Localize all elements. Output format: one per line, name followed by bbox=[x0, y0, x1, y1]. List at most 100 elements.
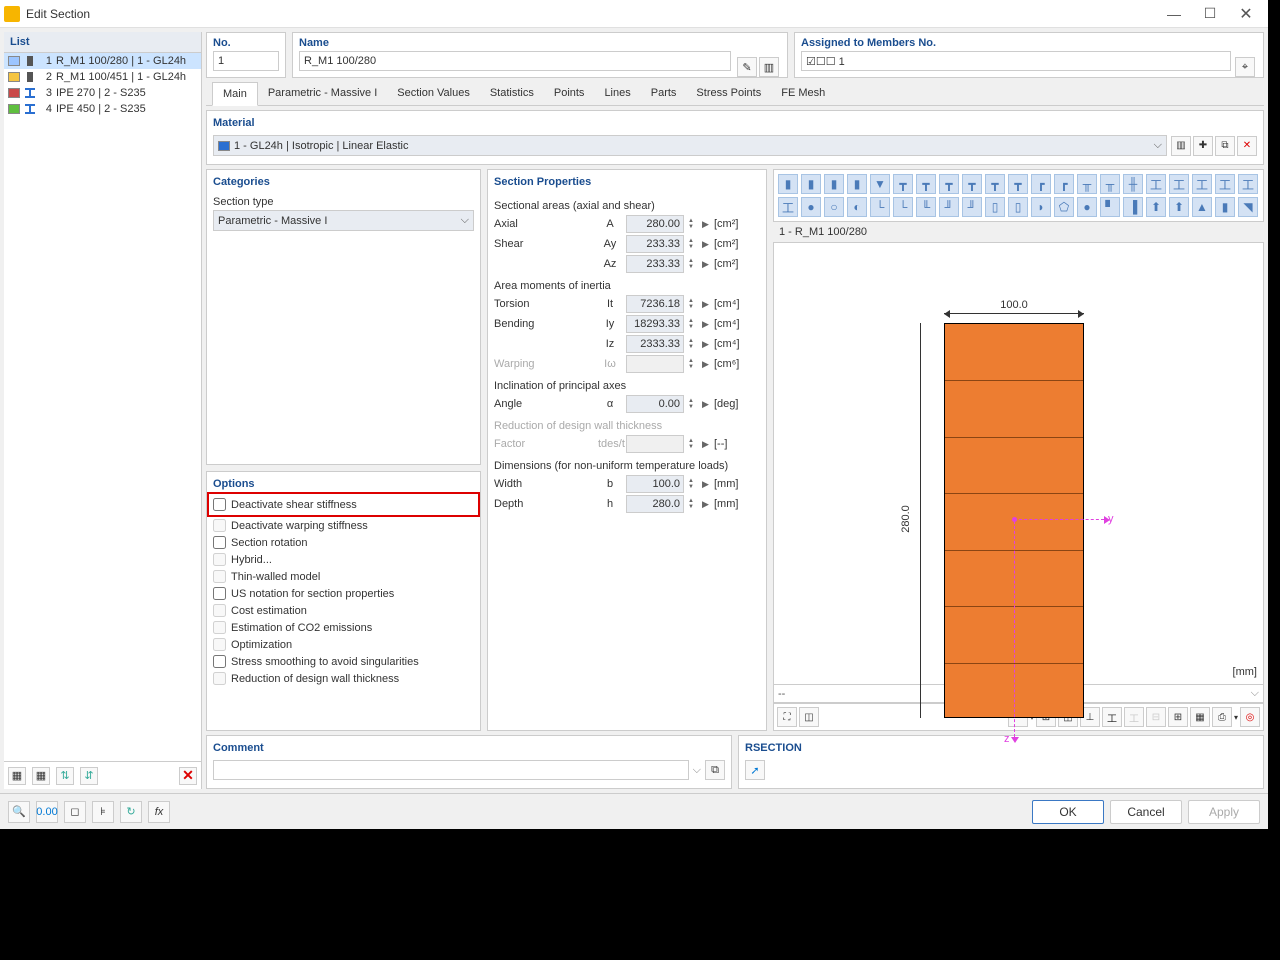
spinner-icon[interactable]: ▲▼ bbox=[688, 318, 698, 330]
option-checkbox[interactable] bbox=[213, 587, 226, 600]
footer-refresh-icon[interactable]: ↻ bbox=[120, 801, 142, 823]
preview-tool-target[interactable]: ◎ bbox=[1240, 707, 1260, 727]
shape-palette-item[interactable]: ▮ bbox=[847, 174, 867, 194]
shape-palette-item[interactable]: ⬆ bbox=[1169, 197, 1189, 217]
section-type-dropdown[interactable]: Parametric - Massive I ⌵ bbox=[213, 210, 474, 231]
sidebar-tool-1[interactable]: ▦ bbox=[8, 767, 26, 785]
spinner-icon[interactable]: ▲▼ bbox=[688, 258, 698, 270]
shape-palette-item[interactable]: ╙ bbox=[916, 197, 936, 217]
spinner-icon[interactable]: ▲▼ bbox=[688, 338, 698, 350]
shape-palette-item[interactable]: ⬠ bbox=[1054, 197, 1074, 217]
no-input[interactable] bbox=[213, 51, 279, 71]
material-dropdown[interactable]: 1 - GL24h | Isotropic | Linear Elastic ⌵ bbox=[213, 135, 1167, 156]
shape-palette-item[interactable]: ▮ bbox=[778, 174, 798, 194]
comment-edit-icon[interactable]: ⧉ bbox=[705, 760, 725, 780]
sidebar-item[interactable]: 4 IPE 450 | 2 - S235 bbox=[4, 101, 201, 117]
option-row[interactable]: Stress smoothing to avoid singularities bbox=[213, 653, 474, 670]
arrow-icon[interactable]: ▶ bbox=[702, 259, 710, 270]
arrow-icon[interactable]: ▶ bbox=[702, 239, 710, 250]
shape-palette-item[interactable]: 工 bbox=[1238, 174, 1258, 194]
shape-palette-item[interactable]: ╫ bbox=[1123, 174, 1143, 194]
sidebar-tool-4[interactable]: ⇵ bbox=[80, 767, 98, 785]
shape-palette-item[interactable]: └ bbox=[870, 197, 890, 217]
prop-value-input[interactable] bbox=[626, 395, 684, 413]
shape-palette-item[interactable]: ┏ bbox=[1031, 174, 1051, 194]
shape-palette-item[interactable]: ▯ bbox=[1008, 197, 1028, 217]
shape-palette-item[interactable]: ▮ bbox=[1215, 197, 1235, 217]
material-copy-icon[interactable]: ⧉ bbox=[1215, 136, 1235, 156]
shape-palette-item[interactable]: ┳ bbox=[893, 174, 913, 194]
spinner-icon[interactable]: ▲▼ bbox=[688, 498, 698, 510]
option-checkbox[interactable] bbox=[213, 655, 226, 668]
shape-palette-item[interactable]: ╜ bbox=[939, 197, 959, 217]
shape-palette-item[interactable]: ▘ bbox=[1100, 197, 1120, 217]
material-new-icon[interactable]: ✚ bbox=[1193, 136, 1213, 156]
footer-tree-icon[interactable]: ⊧ bbox=[92, 801, 114, 823]
tab[interactable]: Main bbox=[212, 82, 258, 106]
preview-tool-2[interactable]: ◫ bbox=[799, 707, 819, 727]
shape-palette-item[interactable]: ▮ bbox=[801, 174, 821, 194]
footer-view-icon[interactable]: ◻ bbox=[64, 801, 86, 823]
members-input[interactable] bbox=[801, 51, 1231, 71]
option-row[interactable]: US notation for section properties bbox=[213, 585, 474, 602]
preview-tool-11[interactable]: ▦ bbox=[1190, 707, 1210, 727]
arrow-icon[interactable]: ▶ bbox=[702, 319, 710, 330]
shape-palette-item[interactable]: ┳ bbox=[939, 174, 959, 194]
shape-palette-item[interactable]: ┳ bbox=[962, 174, 982, 194]
tab[interactable]: Section Values bbox=[387, 82, 480, 105]
shape-palette-item[interactable]: ┳ bbox=[916, 174, 936, 194]
material-lib-icon[interactable]: ▥ bbox=[1171, 136, 1191, 156]
chevron-down-icon[interactable]: ⌵ bbox=[1251, 687, 1259, 700]
prop-value-input[interactable] bbox=[626, 215, 684, 233]
arrow-icon[interactable]: ▶ bbox=[702, 479, 710, 490]
shape-palette-item[interactable]: 工 bbox=[1169, 174, 1189, 194]
shape-palette-item[interactable]: 工 bbox=[1192, 174, 1212, 194]
tab[interactable]: FE Mesh bbox=[771, 82, 835, 105]
sidebar-tool-2[interactable]: ▦ bbox=[32, 767, 50, 785]
shape-palette-item[interactable]: ▲ bbox=[1192, 197, 1212, 217]
tab[interactable]: Parametric - Massive I bbox=[258, 82, 387, 105]
sidebar-delete-button[interactable]: ✕ bbox=[179, 767, 197, 785]
preview-tool-7[interactable]: 工 bbox=[1102, 707, 1122, 727]
prop-value-input[interactable] bbox=[626, 255, 684, 273]
shape-palette-item[interactable]: ● bbox=[801, 197, 821, 217]
sidebar-tool-3[interactable]: ⇅ bbox=[56, 767, 74, 785]
ok-button[interactable]: OK bbox=[1032, 800, 1104, 824]
option-row[interactable]: Section rotation bbox=[213, 534, 474, 551]
prop-value-input[interactable] bbox=[626, 495, 684, 513]
shape-palette-item[interactable]: ▐ bbox=[1123, 197, 1143, 217]
cancel-button[interactable]: Cancel bbox=[1110, 800, 1182, 824]
shape-palette-item[interactable]: 工 bbox=[1215, 174, 1235, 194]
footer-help-icon[interactable]: 🔍 bbox=[8, 801, 30, 823]
shape-palette-item[interactable]: ┳ bbox=[985, 174, 1005, 194]
shape-palette-item[interactable]: 工 bbox=[778, 197, 798, 217]
arrow-icon[interactable]: ▶ bbox=[702, 299, 710, 310]
shape-palette-item[interactable]: ▼ bbox=[870, 174, 890, 194]
option-checkbox[interactable] bbox=[213, 498, 226, 511]
rsection-launch-icon[interactable]: ➚ bbox=[745, 760, 765, 780]
prop-value-input[interactable] bbox=[626, 475, 684, 493]
shape-palette-item[interactable]: ◐ bbox=[847, 197, 867, 217]
shape-palette-item[interactable]: ╜ bbox=[962, 197, 982, 217]
prop-value-input[interactable] bbox=[626, 315, 684, 333]
option-checkbox[interactable] bbox=[213, 536, 226, 549]
spinner-icon[interactable]: ▲▼ bbox=[688, 478, 698, 490]
maximize-button[interactable]: ☐ bbox=[1192, 0, 1228, 28]
chevron-down-icon[interactable]: ⌵ bbox=[693, 764, 701, 777]
spinner-icon[interactable]: ▲▼ bbox=[688, 218, 698, 230]
tab[interactable]: Points bbox=[544, 82, 595, 105]
name-input[interactable] bbox=[299, 51, 731, 71]
prop-value-input[interactable] bbox=[626, 235, 684, 253]
footer-fx-icon[interactable]: fx bbox=[148, 801, 170, 823]
tab[interactable]: Lines bbox=[594, 82, 640, 105]
arrow-icon[interactable]: ▶ bbox=[702, 499, 710, 510]
shape-palette-item[interactable]: └ bbox=[893, 197, 913, 217]
shape-palette-item[interactable]: ┳ bbox=[1008, 174, 1028, 194]
shape-palette-item[interactable]: ○ bbox=[824, 197, 844, 217]
material-del-icon[interactable]: ✕ bbox=[1237, 136, 1257, 156]
name-edit-icon[interactable]: ✎ bbox=[737, 57, 757, 77]
tab[interactable]: Stress Points bbox=[686, 82, 771, 105]
tab[interactable]: Parts bbox=[641, 82, 687, 105]
option-row[interactable]: Deactivate shear stiffness bbox=[213, 496, 474, 513]
shape-palette-item[interactable]: ● bbox=[1077, 197, 1097, 217]
